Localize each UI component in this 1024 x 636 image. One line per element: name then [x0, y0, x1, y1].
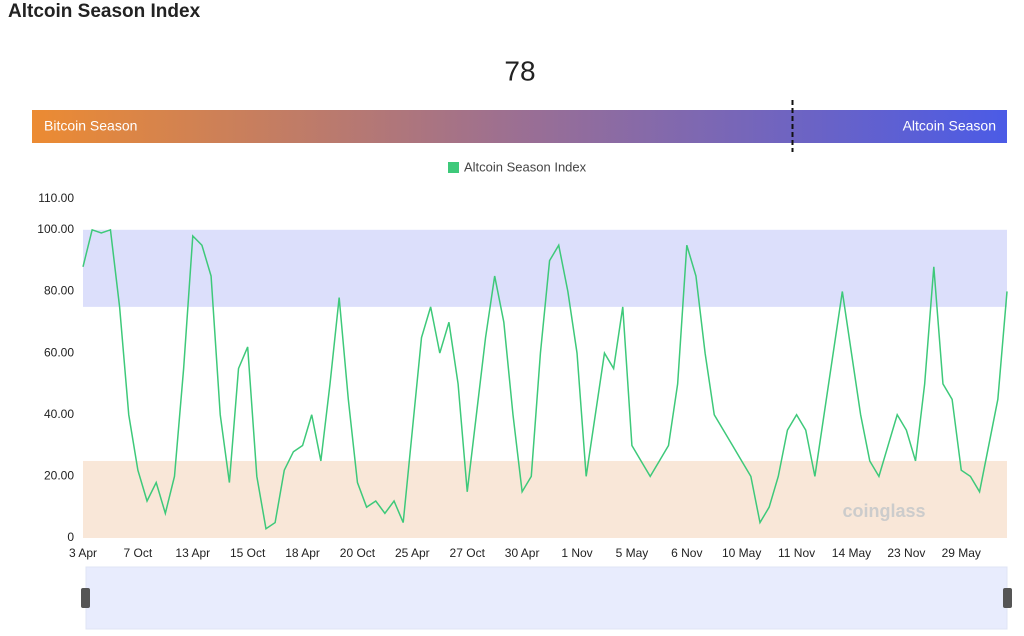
x-tick-label: 20 Oct — [340, 546, 376, 560]
x-tick-label: 25 Apr — [395, 546, 430, 560]
y-tick-label: 0 — [67, 530, 74, 544]
x-tick-label: 5 May — [616, 546, 649, 560]
legend-swatch — [448, 162, 459, 173]
navigator-handle[interactable] — [81, 588, 90, 608]
gauge-right-label: Altcoin Season — [903, 118, 996, 134]
x-tick-label: 13 Apr — [175, 546, 210, 560]
y-tick-label: 20.00 — [44, 469, 74, 483]
x-tick-label: 23 Nov — [887, 546, 925, 560]
navigator — [85, 566, 1008, 630]
y-tick-label: 80.00 — [44, 284, 74, 298]
page-title: Altcoin Season Index — [8, 1, 201, 22]
x-tick-label: 3 Apr — [69, 546, 97, 560]
x-tick-label: 15 Oct — [230, 546, 266, 560]
x-tick-label: 30 Apr — [505, 546, 540, 560]
x-tick-label: 7 Oct — [124, 546, 153, 560]
x-tick-label: 29 May — [942, 546, 981, 560]
x-tick-label: 14 May — [832, 546, 871, 560]
x-tick-label: 27 Oct — [450, 546, 486, 560]
legend-label: Altcoin Season Index — [464, 159, 587, 174]
x-tick-label: 1 Nov — [561, 546, 592, 560]
gauge-value: 78 — [504, 55, 535, 86]
x-tick-label: 10 May — [722, 546, 761, 560]
y-tick-label: 40.00 — [44, 407, 74, 421]
x-tick-label: 11 Nov — [778, 546, 815, 560]
y-tick-label: 60.00 — [44, 345, 74, 359]
x-tick-label: 6 Nov — [671, 546, 702, 560]
navigator-handle[interactable] — [1003, 588, 1012, 608]
y-tick-label: 110.00 — [38, 191, 74, 205]
gauge-bar — [32, 110, 1007, 143]
gauge-left-label: Bitcoin Season — [44, 118, 137, 134]
band — [83, 229, 1007, 307]
band — [83, 460, 1007, 538]
data-line — [82, 228, 1008, 531]
x-tick-label: 18 Apr — [285, 546, 320, 560]
y-tick-label: 100.00 — [37, 222, 74, 236]
watermark: coinglass — [842, 501, 925, 521]
